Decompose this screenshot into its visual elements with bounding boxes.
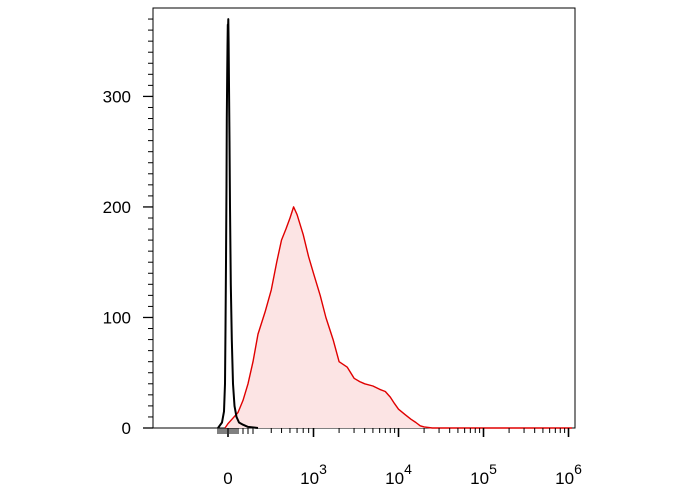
stained-histogram-line — [224, 206, 572, 429]
x-tick-label: 104 — [385, 461, 412, 488]
series-fill — [225, 206, 572, 428]
x-axis: 0 103 104 105 106 — [217, 428, 582, 488]
x-tick-label: 105 — [470, 461, 497, 488]
control-histogram-line — [217, 18, 259, 429]
y-tick-label: 300 — [103, 87, 131, 106]
x-tick-label: 106 — [555, 461, 582, 488]
y-axis: 0 100 200 300 — [103, 18, 153, 438]
plot-frame — [152, 7, 576, 429]
y-tick-label: 200 — [103, 198, 131, 217]
x-tick-label: 103 — [300, 461, 327, 488]
x-tick-label: 0 — [223, 469, 232, 488]
y-tick-label: 100 — [103, 308, 131, 327]
series-layer — [217, 18, 572, 429]
y-tick-label: 0 — [122, 419, 131, 438]
